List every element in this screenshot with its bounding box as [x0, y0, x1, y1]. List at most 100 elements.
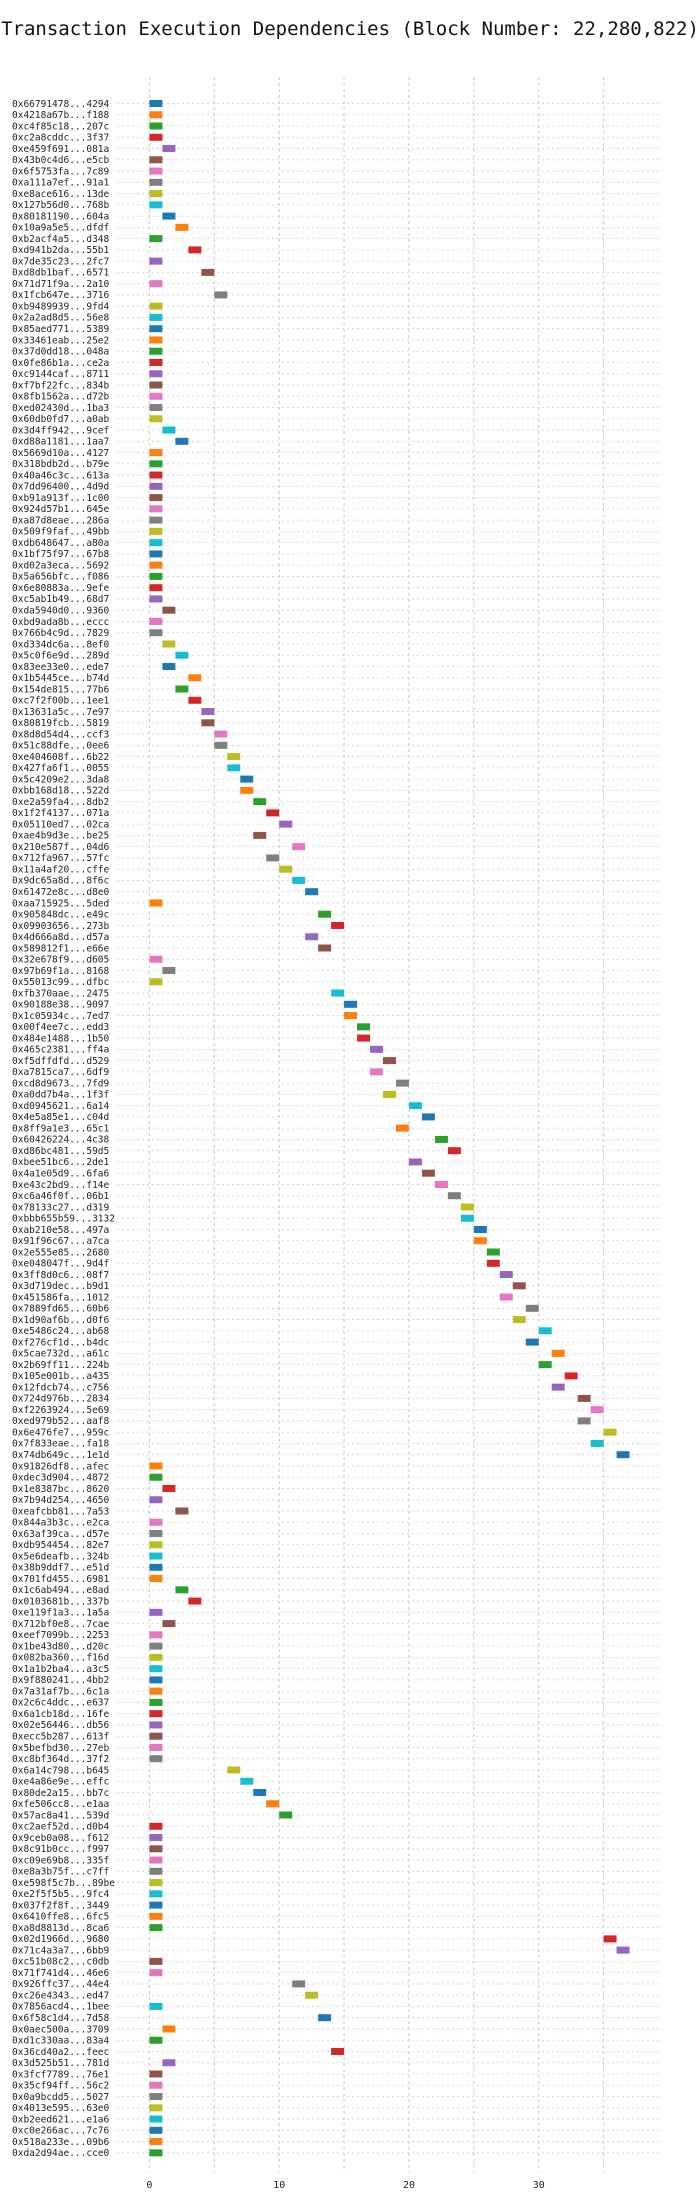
dependency-bar: [149, 404, 163, 412]
dependency-bar: [240, 786, 254, 794]
y-tick-label: 0x38b9ddf7...e51d: [12, 1563, 109, 1574]
dependency-bar: [149, 347, 163, 355]
dependency-bar: [201, 719, 215, 727]
dependency-bar: [499, 1271, 513, 1279]
y-tick-label: 0x7de35c23...2fc7: [12, 256, 109, 267]
y-tick-label: 0x7f833eae...fa18: [12, 1439, 110, 1450]
y-tick-label: 0x71d71f9a...2a10: [12, 279, 110, 290]
dependency-bar: [240, 775, 254, 783]
y-tick-label: 0x09903656...273b: [12, 921, 110, 932]
y-tick-label: 0x518a233e...09b6: [12, 2137, 110, 2148]
dependency-bar: [408, 1102, 422, 1110]
dependency-bar: [149, 235, 163, 243]
dependency-bar: [149, 1969, 163, 1977]
dependency-bar: [162, 212, 176, 220]
dependency-bar: [590, 1439, 604, 1447]
y-tick-label: 0x2b69ff11...224b: [12, 1360, 110, 1371]
y-tick-label: 0xbee51bc6...2de1: [12, 1157, 110, 1168]
y-tick-label: 0xc0e266ac...7c76: [12, 2126, 110, 2137]
y-tick-label: 0x78133c27...d319: [12, 1202, 110, 1213]
dependency-bar: [253, 798, 267, 806]
y-tick-label: 0xbd9ada8b...eccc: [12, 617, 109, 628]
y-tick-label: 0xd1c330aa...83a4: [12, 2036, 110, 2047]
dependency-bar: [149, 178, 163, 186]
dependency-bar: [305, 1991, 319, 1999]
y-tick-label: 0x8ff9a1e3...65c1: [12, 1123, 110, 1134]
x-tick-label: 10: [273, 2180, 285, 2191]
dependency-bar: [149, 133, 163, 141]
dependency-bar: [305, 888, 319, 896]
dependency-bar: [162, 640, 176, 648]
y-tick-label: 0xb91a913f...1c00: [12, 493, 110, 504]
y-tick-label: 0xeef7099b...2253: [12, 1630, 109, 1641]
y-tick-label: 0xc4f85c18...207c: [12, 121, 109, 132]
dependency-bar: [149, 2138, 163, 2146]
y-tick-label: 0xecc5b287...613f: [12, 1732, 109, 1743]
dependency-bar: [188, 246, 202, 254]
dependency-bar: [434, 1180, 448, 1188]
y-tick-label: 0xc2aef52d...d0b4: [12, 1822, 110, 1833]
dependency-bar: [149, 122, 163, 130]
y-tick-label: 0x7b94d254...4650: [12, 1495, 110, 1506]
y-tick-label: 0xa8d8813d...8ca6: [12, 1923, 110, 1934]
dependency-bar: [188, 1597, 202, 1605]
dependency-bar: [149, 302, 163, 310]
y-tick-label: 0xd88a1181...1aa7: [12, 437, 109, 448]
dependency-bar: [305, 933, 319, 941]
dependency-bar: [590, 1406, 604, 1414]
dependency-bar: [149, 1631, 163, 1639]
dependency-bar: [149, 505, 163, 513]
dependency-bar: [162, 2059, 176, 2067]
y-tick-label: 0x51c88dfe...0ee6: [12, 741, 110, 752]
y-tick-label: 0x589812f1...e66e: [12, 943, 110, 954]
dependency-bar: [149, 1698, 163, 1706]
dependency-bar: [240, 1777, 254, 1785]
dependency-bar: [421, 1113, 435, 1121]
dependency-bar: [149, 392, 163, 400]
dependency-bar: [149, 1575, 163, 1583]
y-tick-label: 0x5e6deafb...324b: [12, 1551, 110, 1562]
y-tick-label: 0xf7bf22fc...834b: [12, 380, 110, 391]
dependency-bar: [162, 426, 176, 434]
dependency-bar: [318, 944, 332, 952]
y-tick-label: 0x1bf75f97...67b8: [12, 549, 110, 560]
y-tick-label: 0x02e56446...db56: [12, 1720, 110, 1731]
y-tick-label: 0xe8ace616...13de: [12, 189, 110, 200]
y-tick-label: 0xc9144caf...8711: [12, 369, 110, 380]
dependency-bar: [214, 730, 228, 738]
dependency-bar: [175, 1507, 189, 1515]
dependency-bar: [292, 843, 306, 851]
dependency-bar: [149, 156, 163, 164]
y-tick-label: 0x97b69f1a...8168: [12, 966, 110, 977]
dependency-bar: [253, 1789, 267, 1796]
dependency-bar: [149, 1653, 163, 1661]
y-tick-label: 0x127b56d0...768b: [12, 200, 110, 211]
y-tick-label: 0x7889fd65...60b6: [12, 1304, 110, 1315]
dependency-bar: [149, 415, 163, 423]
y-tick-label: 0xb2eed621...e1a6: [12, 2114, 110, 2125]
dependency-bar: [175, 1586, 189, 1594]
y-tick-label: 0x5a656bfc...f086: [12, 572, 110, 583]
dependency-bar: [603, 1935, 617, 1943]
y-tick-label: 0x2e555e85...2680: [12, 1247, 110, 1258]
y-tick-label: 0xc26e4343...ed47: [12, 1990, 109, 2001]
dependency-bar: [149, 1530, 163, 1538]
y-tick-label: 0xc09e69b8...335f: [12, 1855, 109, 1866]
y-tick-label: 0x712fa967...57fc: [12, 853, 109, 864]
bar-layer: [149, 100, 630, 2157]
y-tick-label: 0x451586fa...1012: [12, 1292, 109, 1303]
dependency-bar: [149, 1834, 163, 1842]
y-tick-label: 0x40a46c3c...613a: [12, 470, 109, 481]
dependency-bar: [357, 1023, 371, 1031]
dependency-bar: [162, 663, 176, 670]
y-tick-label: 0xfb370aae...2475: [12, 988, 109, 999]
y-tick-label: 0x71f741d4...46e6: [12, 1968, 110, 1979]
y-tick-label: 0x2c6c4ddc...e637: [12, 1698, 109, 1709]
y-tick-label: 0xc5ab1b49...68d7: [12, 594, 109, 605]
y-tick-label: 0xd02a3eca...5692: [12, 560, 109, 571]
dependency-bar: [227, 753, 241, 761]
y-tick-label: 0x2a2ad8d5...56e8: [12, 313, 110, 324]
dependency-bar: [149, 471, 163, 479]
dependency-bar: [162, 145, 176, 153]
dependency-bar: [344, 1012, 358, 1020]
